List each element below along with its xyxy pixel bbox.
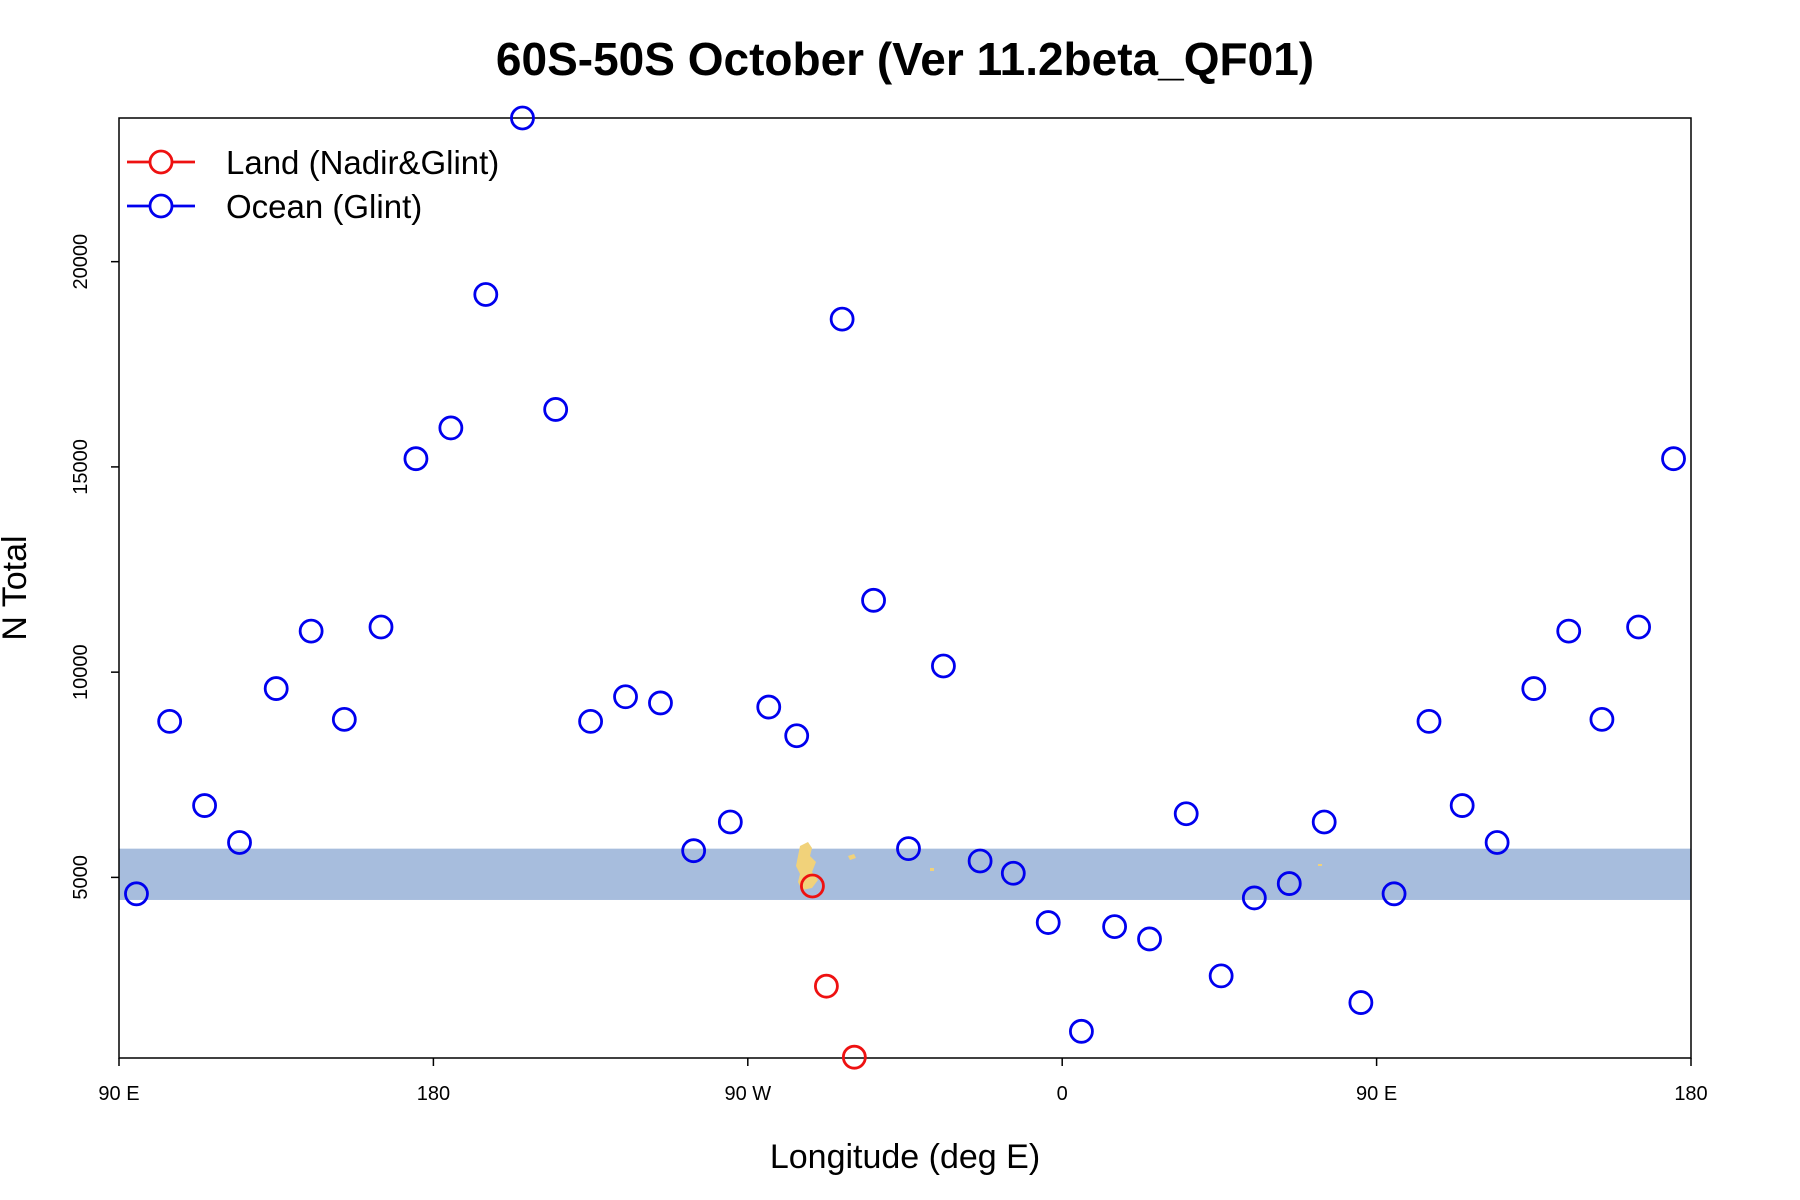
data-point <box>157 709 183 734</box>
data-point <box>403 446 429 472</box>
x-axis: 90 E 180 90 W 0 90 E 180 <box>98 1058 1708 1105</box>
data-point <box>331 706 357 732</box>
y-tick-label: 15000 <box>70 439 92 495</box>
x-tick-label: 0 <box>1057 1083 1068 1105</box>
data-point <box>1173 801 1199 827</box>
data-point <box>896 836 921 862</box>
y-tick-label: 5000 <box>70 855 92 900</box>
data-point <box>613 684 638 710</box>
x-tick-label: 90 E <box>98 1083 139 1105</box>
data-point <box>1102 914 1127 940</box>
x-tick-label: 90 E <box>1356 1083 1397 1105</box>
y-tick-label: 20000 <box>70 234 92 290</box>
data-point <box>1276 871 1302 896</box>
x-axis-label: Longitude (deg E) <box>770 1138 1040 1176</box>
data-point <box>1484 830 1510 855</box>
data-point <box>543 397 569 422</box>
data-point <box>227 830 252 855</box>
data-point <box>473 282 499 307</box>
land-patch-small <box>848 854 856 860</box>
data-point <box>1556 618 1582 644</box>
data-point <box>298 618 324 644</box>
data-point <box>192 793 217 818</box>
data-point <box>438 415 464 441</box>
data-point <box>510 105 535 131</box>
data-point <box>1035 910 1061 935</box>
legend-marker <box>148 193 174 219</box>
data-point <box>124 881 149 907</box>
data-point <box>829 306 855 332</box>
data-point <box>1661 446 1686 472</box>
latitude-band <box>119 848 1691 900</box>
x-tick-label: 180 <box>1674 1083 1707 1105</box>
series-land <box>800 873 867 1070</box>
data-point <box>841 1044 867 1070</box>
data-point <box>1416 709 1442 734</box>
data-point <box>1241 885 1267 911</box>
x-tick-label: 90 W <box>724 1083 771 1105</box>
plot-area <box>118 117 1692 1059</box>
data-point <box>717 809 743 835</box>
x-tick-label: 180 <box>417 1083 450 1105</box>
land-patches <box>796 842 1322 890</box>
data-point <box>1589 706 1615 732</box>
land-patch-small <box>930 868 934 871</box>
data-point <box>648 690 673 716</box>
data-point <box>1449 793 1475 818</box>
legend-label: Land (Nadir&Glint) <box>226 144 499 181</box>
data-point <box>1348 990 1374 1015</box>
legend-item: Ocean (Glint) <box>127 188 422 225</box>
data-point <box>681 838 707 864</box>
legend-item: Land (Nadir&Glint) <box>127 144 499 181</box>
data-point <box>800 873 825 899</box>
data-point <box>1069 1018 1094 1044</box>
y-axis-label: N Total <box>0 535 34 640</box>
land-patch-south-america <box>796 842 818 890</box>
legend: Land (Nadir&Glint) Ocean (Glint) <box>127 144 499 225</box>
legend-marker <box>148 149 174 175</box>
data-point <box>578 709 603 734</box>
data-point <box>1311 809 1337 835</box>
data-point <box>368 614 394 640</box>
data-points <box>124 105 1686 1070</box>
data-point <box>756 694 782 720</box>
data-point <box>1381 881 1407 907</box>
y-axis: 5000 10000 15000 20000 <box>70 234 119 900</box>
plot-frame <box>118 117 1692 1059</box>
series-ocean <box>124 105 1686 1044</box>
land-patch-small <box>1318 864 1322 866</box>
data-point <box>967 848 993 874</box>
chart-title: 60S-50S October (Ver 11.2beta_QF01) <box>496 33 1314 85</box>
data-point <box>1000 860 1026 886</box>
data-point <box>931 653 956 679</box>
data-point <box>1208 963 1234 989</box>
data-point <box>1137 926 1162 952</box>
data-point <box>861 587 886 613</box>
data-point <box>1521 676 1547 701</box>
data-point <box>263 676 289 701</box>
legend-label: Ocean (Glint) <box>226 188 422 225</box>
y-tick-label: 10000 <box>70 644 92 700</box>
data-point <box>1626 614 1651 640</box>
data-point <box>784 723 810 749</box>
data-point <box>814 973 839 999</box>
